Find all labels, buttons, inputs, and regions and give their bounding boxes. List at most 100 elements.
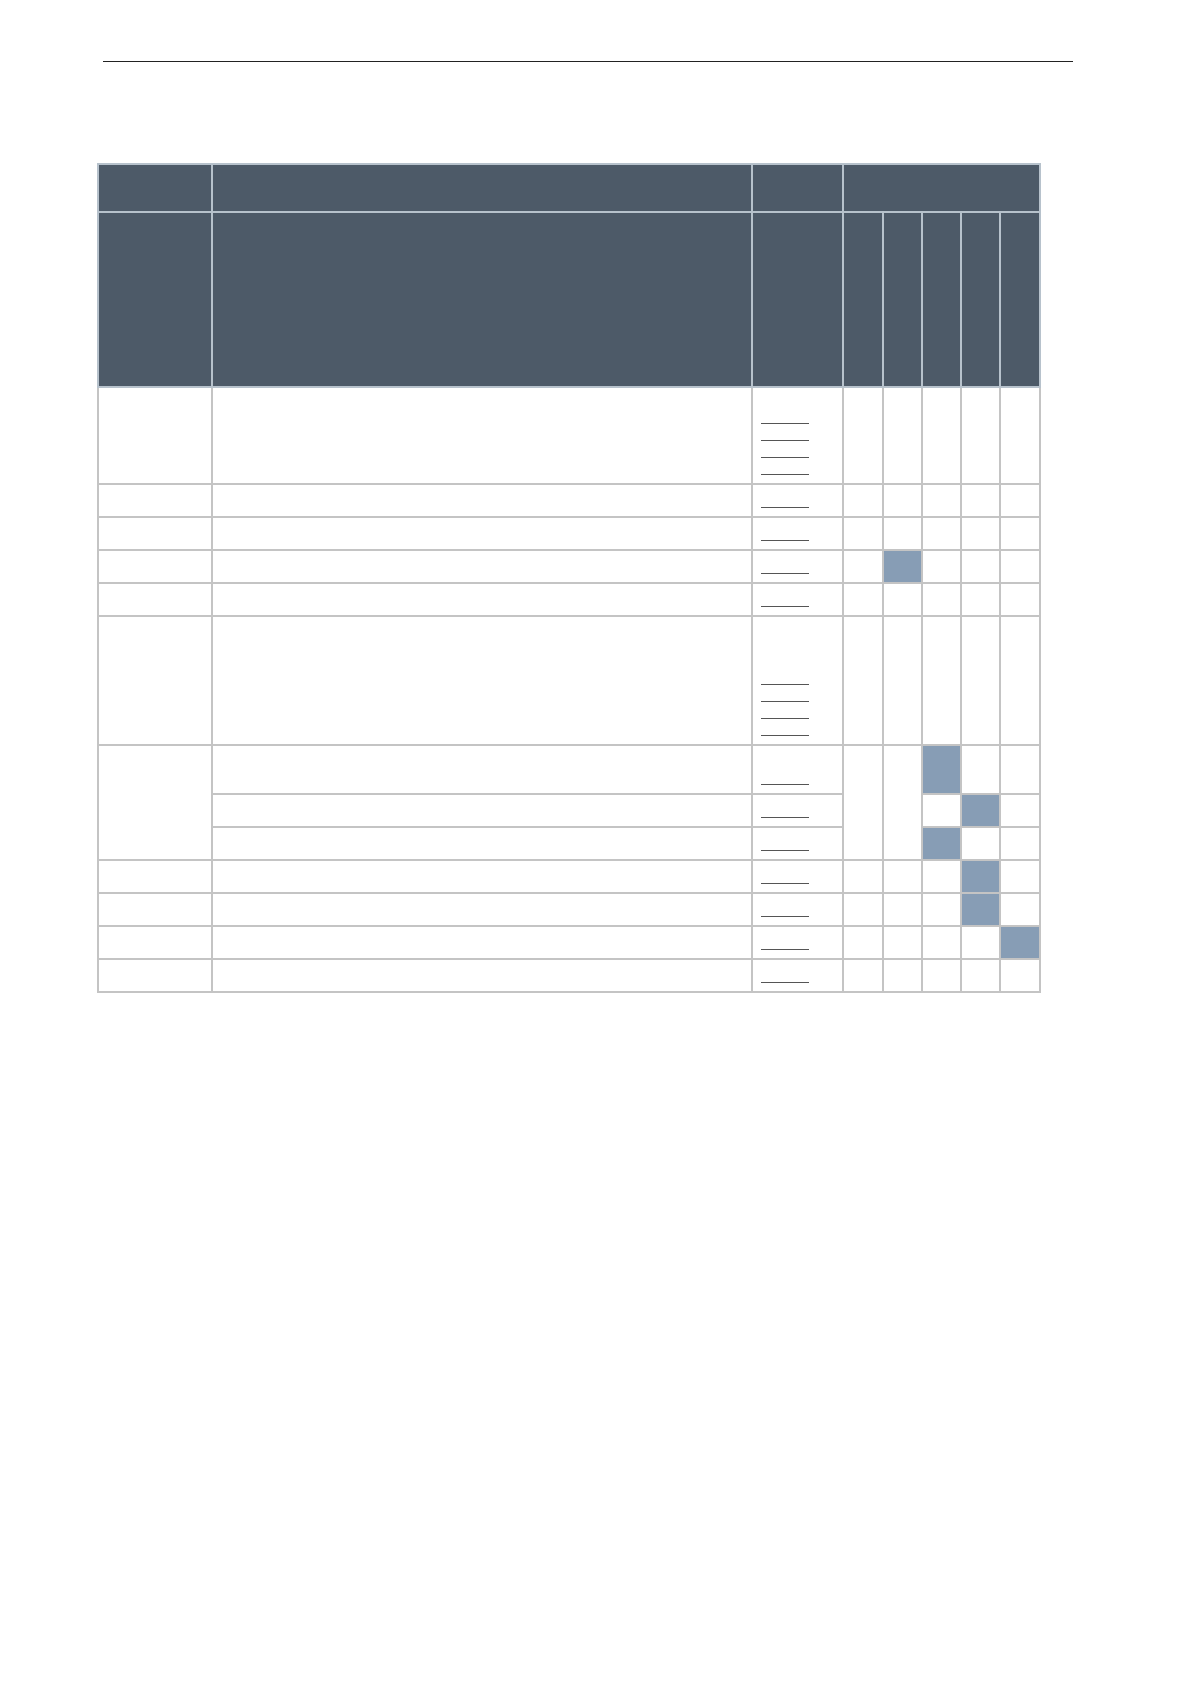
reference-link[interactable] — [761, 803, 809, 818]
header-row-2 — [97, 211, 1042, 388]
row-label-cell — [97, 582, 213, 617]
check-cell — [921, 615, 962, 746]
table-row — [97, 516, 1042, 551]
table-row — [98, 826, 1042, 861]
table-row — [97, 582, 1042, 617]
links-cell — [751, 615, 844, 746]
links-cell — [751, 925, 844, 960]
check-cell — [882, 859, 923, 894]
row-label-cell — [97, 549, 213, 584]
table-row — [97, 925, 1042, 960]
links-cell — [751, 859, 844, 894]
links-cell — [751, 793, 844, 828]
description-cell — [211, 744, 753, 795]
check-cell — [921, 892, 962, 927]
check-cell — [960, 958, 1001, 993]
check-cell — [960, 744, 1001, 795]
reference-link[interactable] — [761, 968, 809, 983]
table-row — [97, 744, 1042, 861]
check-cell — [882, 516, 923, 551]
links-cell — [751, 549, 844, 584]
header-cell — [97, 211, 213, 388]
check-cell — [960, 615, 1001, 746]
check-cell — [842, 615, 884, 746]
reference-link[interactable] — [761, 426, 809, 441]
check-cell — [960, 826, 1001, 861]
reference-link[interactable] — [761, 409, 809, 424]
check-cell — [842, 549, 884, 584]
check-cell — [921, 549, 962, 584]
header-row-1 — [97, 163, 1042, 213]
check-cell — [882, 615, 923, 746]
check-cell — [882, 483, 923, 518]
check-cell — [998, 615, 1042, 746]
check-cell — [998, 516, 1042, 551]
check-cell — [921, 958, 962, 993]
reference-link[interactable] — [761, 670, 809, 685]
marked-cell — [921, 826, 962, 861]
reference-link[interactable] — [761, 687, 809, 702]
marked-cell — [960, 793, 1001, 828]
table-row — [97, 615, 1042, 746]
reference-link[interactable] — [761, 770, 809, 785]
reference-link[interactable] — [761, 704, 809, 719]
header-sub-cell — [921, 211, 962, 388]
check-cell — [998, 793, 1042, 828]
links-cell — [751, 744, 844, 795]
check-cell — [842, 483, 884, 518]
reference-link[interactable] — [761, 493, 809, 508]
table-row — [97, 386, 1042, 485]
description-cell — [211, 582, 753, 617]
check-cell — [882, 925, 923, 960]
page-header-rule — [103, 61, 1073, 62]
check-cell — [921, 793, 962, 828]
description-cell — [211, 483, 753, 518]
reference-link[interactable] — [761, 592, 809, 607]
table-row — [97, 549, 1042, 584]
reference-link[interactable] — [761, 559, 809, 574]
check-cell — [842, 925, 884, 960]
description-cell — [211, 826, 753, 861]
description-cell — [211, 615, 753, 746]
check-cell — [998, 483, 1042, 518]
description-cell — [211, 925, 753, 960]
links-cell — [751, 582, 844, 617]
row-label-cell — [97, 859, 213, 894]
check-cell — [960, 483, 1001, 518]
check-cell — [882, 582, 923, 617]
reference-link[interactable] — [761, 526, 809, 541]
header-group-cell — [841, 163, 1042, 213]
reference-link[interactable] — [761, 869, 809, 884]
header-sub-cell — [882, 211, 923, 388]
row-label-cell — [97, 958, 213, 993]
reference-link[interactable] — [761, 443, 809, 458]
reference-link[interactable] — [761, 460, 809, 475]
table-row — [97, 892, 1042, 927]
check-cell — [882, 958, 923, 993]
check-cell — [998, 582, 1042, 617]
reference-link[interactable] — [761, 902, 809, 917]
check-cell — [960, 925, 1001, 960]
header-cell — [751, 163, 844, 213]
links-cell — [751, 386, 844, 485]
check-cell — [882, 744, 923, 861]
table-row — [97, 859, 1042, 894]
marked-cell — [882, 549, 923, 584]
check-cell — [882, 386, 923, 485]
description-cell — [211, 516, 753, 551]
check-cell — [960, 549, 1001, 584]
row-label-cell — [97, 386, 213, 485]
check-cell — [921, 925, 962, 960]
header-cell — [97, 163, 213, 213]
check-cell — [998, 826, 1042, 861]
reference-link[interactable] — [761, 935, 809, 950]
header-cell — [211, 211, 753, 388]
links-cell — [751, 826, 844, 861]
check-cell — [842, 582, 884, 617]
header-cell — [751, 211, 844, 388]
reference-link[interactable] — [761, 721, 809, 736]
reference-link[interactable] — [761, 836, 809, 851]
row-label-cell — [97, 744, 213, 861]
check-cell — [842, 744, 884, 861]
check-cell — [998, 386, 1042, 485]
